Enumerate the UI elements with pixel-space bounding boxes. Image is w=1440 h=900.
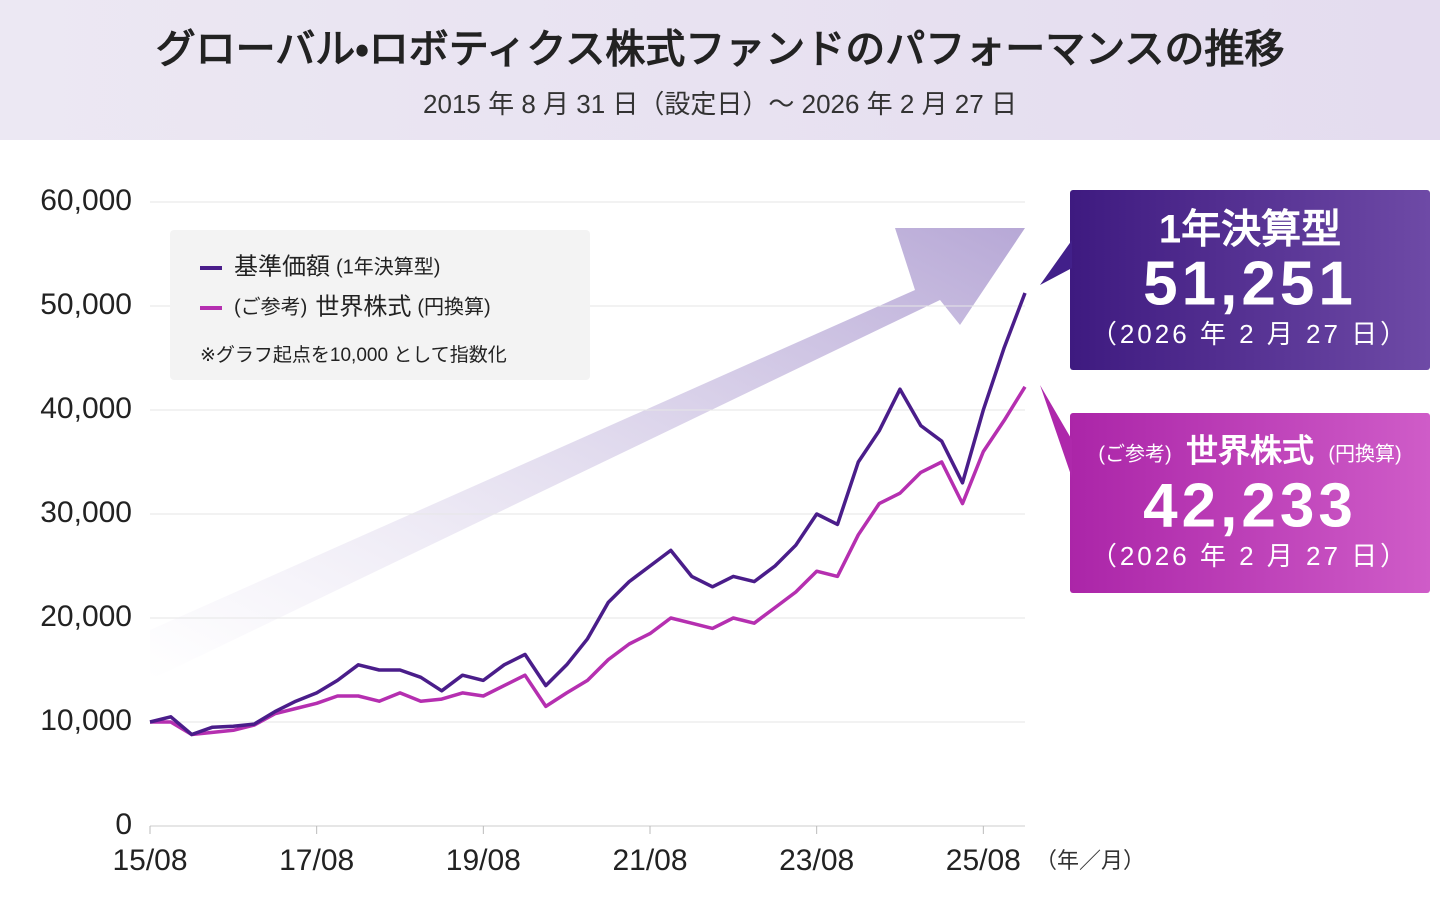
legend: 基準価額 (1年決算型) (ご参考) 世界株式 (円換算): [200, 253, 491, 320]
x-tick-label: 17/08: [279, 844, 354, 877]
series-line: [150, 385, 1027, 737]
callout-note: (円換算): [1328, 442, 1401, 465]
y-tick-label: 0: [115, 808, 132, 841]
callout-pointer: [1040, 240, 1072, 285]
callout-value: 42,233: [1143, 471, 1357, 540]
callout-box: [1070, 190, 1430, 370]
callout-value: 51,251: [1143, 249, 1357, 318]
legend-prefix: (ご参考): [234, 295, 307, 318]
trend-arrow: [150, 228, 1025, 680]
legend-box: [170, 230, 590, 380]
x-tick-label: 15/08: [112, 844, 187, 877]
legend-note: ※グラフ起点を10,000 として指数化: [200, 344, 507, 366]
callout-prefix: (ご参考): [1098, 442, 1171, 465]
header-band: [0, 0, 1440, 140]
y-tick-label: 30,000: [40, 496, 132, 529]
callout-date: （2026 年 2 月 27 日）: [1091, 319, 1409, 349]
callout-pointer: [1040, 385, 1072, 478]
y-tick-label: 60,000: [40, 184, 132, 217]
y-tick-label: 40,000: [40, 392, 132, 425]
x-tick-label: 21/08: [612, 844, 687, 877]
chart-subtitle: 2015 年 8 月 31 日（設定日）～ 2026 年 2 月 27 日: [423, 89, 1017, 119]
x-tick-label: 25/08: [946, 844, 1021, 877]
legend-note: (円換算): [417, 295, 490, 318]
y-tick-label: 20,000: [40, 600, 132, 633]
callout-box: [1070, 413, 1430, 593]
callout-title: 1年決算型: [1159, 208, 1341, 252]
legend-label: 基準価額: [234, 253, 330, 280]
y-tick-label: 10,000: [40, 704, 132, 737]
x-tick-label: 23/08: [779, 844, 854, 877]
x-axis-unit: （年／月）: [1035, 848, 1145, 873]
x-tick-label: 19/08: [446, 844, 521, 877]
y-tick-label: 50,000: [40, 288, 132, 321]
legend-label: 世界株式: [315, 293, 411, 320]
callout-date: （2026 年 2 月 27 日）: [1091, 541, 1409, 571]
callout-title: 世界株式: [1186, 432, 1314, 468]
chart-title: グローバル・ロボティクス株式ファンドのパフォーマンスの推移: [156, 28, 1285, 72]
legend-note: (1年決算型): [336, 255, 440, 278]
series-line: [149, 292, 1027, 737]
